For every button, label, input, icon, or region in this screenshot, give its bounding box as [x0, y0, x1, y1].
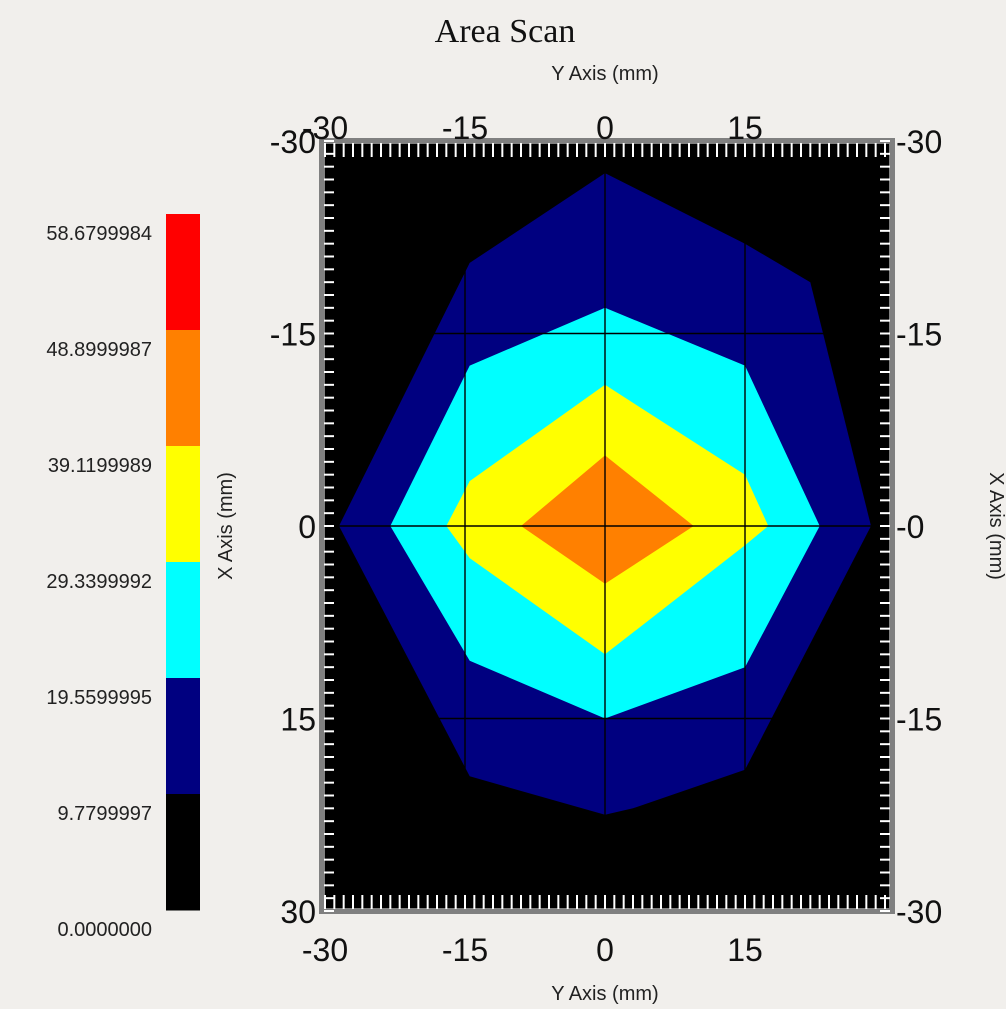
y-tick-label-right: -0	[896, 509, 924, 545]
colorbar-label: 29.3399992	[46, 571, 152, 593]
x-tick-label-top: -30	[302, 110, 348, 146]
colorbar-label: 19.5599995	[46, 687, 152, 709]
x-axis-label-top: Y Axis (mm)	[551, 63, 658, 85]
colorbar-swatch	[166, 446, 200, 563]
colorbar: 58.6799984 48.8999987 39.1199989 29.3399992…	[46, 214, 200, 941]
y-tick-label-right: -30	[896, 894, 942, 930]
contour-level-4	[521, 455, 694, 584]
y-tick-label-right: -15	[896, 317, 942, 353]
y-tick-label-left: 15	[280, 702, 316, 738]
plot-border	[319, 138, 895, 914]
colorbar-swatch	[166, 214, 200, 331]
colorbar-swatch	[166, 330, 200, 447]
x-axis-label-bottom: Y Axis (mm)	[551, 983, 658, 1005]
y-tick-label-left: 0	[298, 509, 316, 545]
y-tick-label-left: -15	[270, 317, 316, 353]
x-tick-label-bottom: 0	[596, 932, 614, 968]
x-tick-label-top: 0	[596, 110, 614, 146]
chart-title: Area Scan	[435, 13, 576, 50]
grid-lines	[322, 141, 892, 911]
y-tick-label-right: -30	[896, 124, 942, 160]
x-tick-label-top: -15	[442, 110, 488, 146]
plot-frame	[319, 138, 895, 914]
x-tick-label-bottom: -30	[302, 932, 348, 968]
y-tick-label-right: -15	[896, 702, 942, 738]
plot-area	[319, 138, 895, 914]
x-tick-label-bottom: 15	[727, 932, 763, 968]
colorbar-label: 0.0000000	[57, 919, 152, 941]
colorbar-label: 58.6799984	[46, 223, 152, 245]
tick-labels: -30-30-15-15001515-30-1501530-30-15-0-15…	[270, 110, 943, 968]
colorbar-label: 9.7799997	[57, 803, 152, 825]
y-axis-label-left: X Axis (mm)	[215, 472, 237, 580]
y-tick-label-left: -30	[270, 124, 316, 160]
x-tick-label-top: 15	[727, 110, 763, 146]
y-axis-label-right: X Axis (mm)	[985, 472, 1006, 580]
colorbar-label: 39.1199989	[48, 455, 152, 477]
colorbar-swatch	[166, 562, 200, 679]
x-tick-label-bottom: -15	[442, 932, 488, 968]
y-tick-label-left: 30	[280, 894, 316, 930]
colorbar-swatch	[166, 794, 200, 911]
colorbar-swatch	[166, 678, 200, 795]
colorbar-label: 48.8999987	[46, 339, 152, 361]
